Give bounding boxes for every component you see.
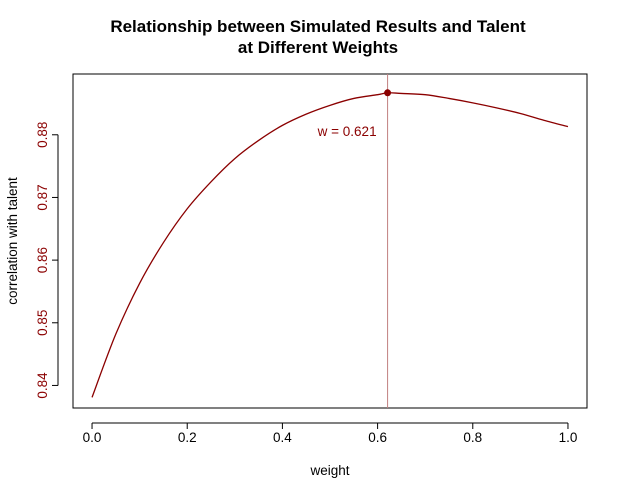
series-line [91, 92, 569, 398]
y-tick-label: 0.87 [35, 184, 50, 210]
chart-title: Relationship between Simulated Results a… [110, 17, 526, 57]
x-tick-label: 0.4 [273, 430, 292, 445]
chart-title-line-1: Relationship between Simulated Results a… [110, 17, 526, 36]
optimum-annotation: w = 0.621 [317, 124, 377, 139]
optimum-point [384, 89, 392, 97]
x-tick-label: 1.0 [559, 430, 578, 445]
plot-frame [72, 73, 588, 409]
y-tick-label: 0.85 [35, 310, 50, 336]
y-tick-label: 0.88 [35, 122, 50, 148]
y-axis: 0.84 0.85 0.86 0.87 0.88 [35, 122, 59, 399]
x-tick-label: 0.2 [178, 430, 197, 445]
x-axis-label: weight [309, 463, 349, 478]
chart-title-line-2: at Different Weights [238, 38, 398, 57]
y-tick-label: 0.84 [35, 372, 50, 399]
x-tick-label: 0.0 [83, 430, 102, 445]
x-axis: 0.0 0.2 0.4 0.6 0.8 1.0 [83, 422, 578, 445]
y-tick-label: 0.86 [35, 247, 50, 273]
x-tick-label: 0.8 [463, 430, 482, 445]
x-tick-label: 0.6 [368, 430, 387, 445]
y-axis-label: correlation with talent [5, 177, 20, 305]
